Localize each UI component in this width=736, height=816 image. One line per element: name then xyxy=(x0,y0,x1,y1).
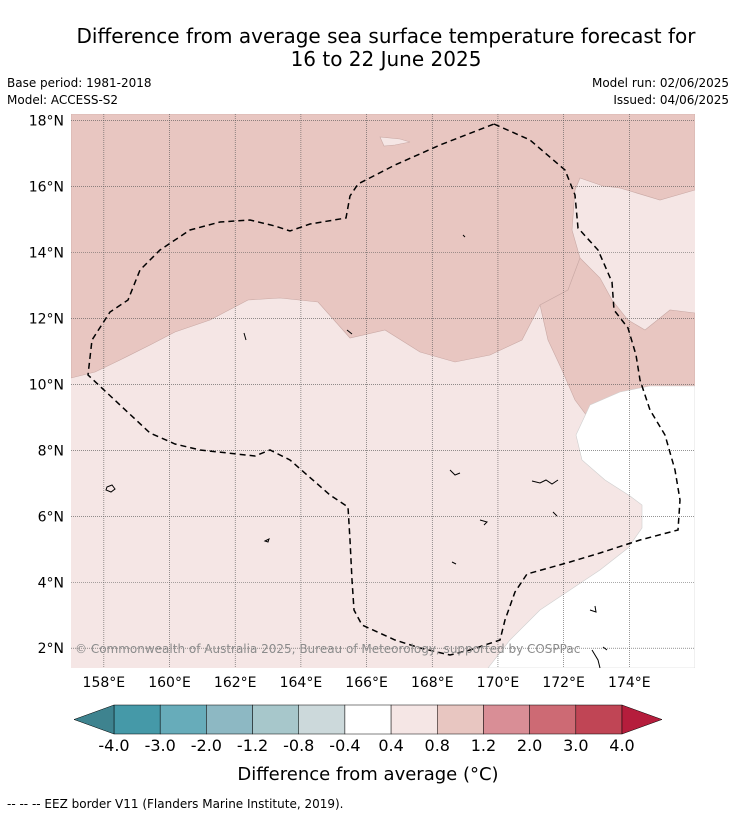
lat-tick-label: 2°N xyxy=(38,641,64,657)
lon-tick-label: 166°E xyxy=(345,675,388,691)
issued-date: Issued: 04/06/2025 xyxy=(613,93,729,107)
map-title-line-2: 16 to 22 June 2025 xyxy=(290,47,482,71)
eez-border xyxy=(87,123,681,656)
graticule xyxy=(71,114,695,668)
model-name: Model: ACCESS-S2 xyxy=(7,93,119,107)
copyright-notice: © Commonwealth of Australia 2025, Bureau… xyxy=(75,642,580,656)
anomaly-region-medium xyxy=(71,114,695,379)
meta-right: Model run: 02/06/2025 Issued: 04/06/2025 xyxy=(592,76,729,110)
map-plot-area xyxy=(71,114,695,668)
colorbar-tick-label: -4.0 xyxy=(98,736,129,755)
colorbar-tick-label: 0.8 xyxy=(425,736,450,755)
colorbar-swatch xyxy=(344,704,392,735)
lat-tick-label: 10°N xyxy=(29,377,64,393)
colorbar-swatch xyxy=(483,704,530,735)
eez-legend-note: -- -- -- EEZ border V11 (Flanders Marine… xyxy=(7,797,344,811)
lon-tick-label: 172°E xyxy=(542,675,585,691)
anomaly-blob xyxy=(379,136,411,147)
colorbar-over-arrow xyxy=(621,704,663,735)
colorbar-tick-label: 1.2 xyxy=(471,736,496,755)
lat-tick-label: 4°N xyxy=(38,575,64,591)
colorbar-tick-label: -0.4 xyxy=(329,736,360,755)
lat-tick-label: 12°N xyxy=(29,311,64,327)
longitude-labels: 158°E 160°E 162°E 164°E 166°E 168°E 170°E 172°E… xyxy=(83,675,651,691)
lat-tick-label: 16°N xyxy=(29,180,64,196)
islands xyxy=(105,234,608,669)
lat-tick-label: 18°N xyxy=(29,114,64,130)
colorbar-tick-label: -3.0 xyxy=(145,736,176,755)
lon-tick-label: 162°E xyxy=(214,675,257,691)
colorbar-swatch xyxy=(575,704,623,735)
colorbar-tick-label: 0.4 xyxy=(378,736,403,755)
base-period: Base period: 1981-2018 xyxy=(7,76,152,90)
lon-tick-label: 174°E xyxy=(608,675,651,691)
colorbar-tick-label: 4.0 xyxy=(609,736,634,755)
lon-tick-label: 168°E xyxy=(411,675,454,691)
lon-tick-label: 160°E xyxy=(148,675,191,691)
lon-tick-label: 164°E xyxy=(280,675,323,691)
colorbar-under-arrow xyxy=(73,704,115,735)
colorbar-swatch xyxy=(206,704,253,735)
colorbar-swatch xyxy=(159,704,207,735)
colorbar-swatch xyxy=(529,704,577,735)
lat-tick-label: 8°N xyxy=(38,443,64,459)
lat-tick-label: 6°N xyxy=(38,509,64,525)
colorbar-tick-label: -0.8 xyxy=(283,736,314,755)
colorbar-swatch xyxy=(113,704,161,735)
meta-left: Base period: 1981-2018 Model: ACCESS-S2 xyxy=(7,76,152,110)
colorbar-tick-label: 2.0 xyxy=(517,736,542,755)
colorbar-tick-label: -2.0 xyxy=(191,736,222,755)
lat-tick-label: 14°N xyxy=(29,246,64,262)
map-title-line-1: Difference from average sea surface temp… xyxy=(76,24,696,48)
colorbar-swatch xyxy=(298,704,346,735)
latitude-labels: 18°N 16°N 14°N 12°N 10°N 8°N 6°N 4°N 2°N xyxy=(29,114,64,658)
lon-tick-label: 170°E xyxy=(477,675,520,691)
model-run: Model run: 02/06/2025 xyxy=(591,76,729,90)
colorbar-tick-label: 3.0 xyxy=(563,736,588,755)
colorbar-swatch xyxy=(252,704,299,735)
colorbar: -4.0 -3.0 -2.0 -1.2 -0.8 -0.4 0.4 0.8 1.2 2.0 3.0 4… xyxy=(73,704,663,755)
lon-tick-label: 158°E xyxy=(83,675,126,691)
colorbar-tick-label: -1.2 xyxy=(237,736,268,755)
colorbar-title: Difference from average (°C) xyxy=(237,764,499,785)
colorbar-swatch xyxy=(390,704,438,735)
colorbar-swatch xyxy=(437,704,484,735)
